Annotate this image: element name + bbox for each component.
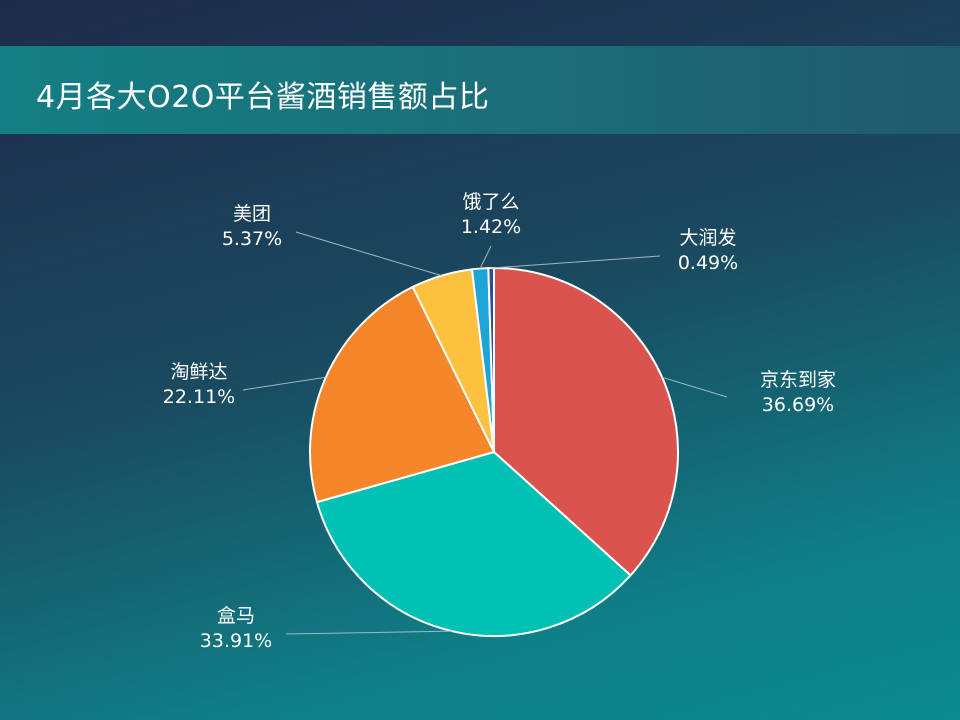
slice-label-value-4: 1.42% bbox=[461, 216, 521, 238]
slice-label-name-1: 盒马 bbox=[217, 605, 255, 627]
leader-line-5 bbox=[491, 255, 661, 269]
leader-line-0 bbox=[662, 376, 728, 398]
leader-line-2 bbox=[242, 376, 326, 391]
title-bar: 4月各大O2O平台酱酒销售额占比 bbox=[0, 46, 960, 134]
slice-label-name-3: 美团 bbox=[233, 203, 271, 225]
pie-slice-1 bbox=[315, 450, 632, 637]
slice-label-name-0: 京东到家 bbox=[760, 369, 836, 391]
chart-title: 4月各大O2O平台酱酒销售额占比 bbox=[36, 80, 490, 115]
leader-line-3 bbox=[295, 231, 442, 277]
slice-label-name-4: 饿了么 bbox=[462, 191, 519, 213]
pie-slice-2 bbox=[309, 285, 496, 504]
slice-label-value-2: 22.11% bbox=[163, 386, 235, 408]
slice-label-name-2: 淘鲜达 bbox=[170, 361, 227, 383]
slice-label-value-1: 33.91% bbox=[200, 630, 272, 652]
slice-label-value-3: 5.37% bbox=[222, 228, 282, 250]
leader-line-4 bbox=[479, 245, 492, 269]
slice-label-value-5: 0.49% bbox=[678, 252, 738, 274]
leader-line-1 bbox=[285, 630, 453, 635]
slice-label-name-5: 大润发 bbox=[679, 227, 736, 249]
slice-label-value-0: 36.69% bbox=[762, 394, 834, 416]
